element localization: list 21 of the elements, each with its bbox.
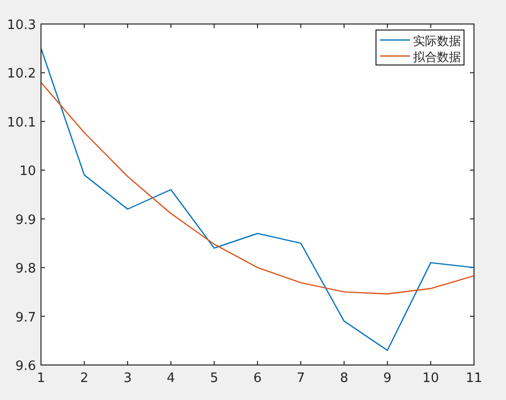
x-tick-label: 11 <box>466 371 482 386</box>
y-tick-label: 9.7 <box>15 310 36 326</box>
x-tick-label: 7 <box>296 371 305 386</box>
x-tick-label: 5 <box>210 371 218 386</box>
x-tick-label: 3 <box>123 371 132 386</box>
x-tick-label: 9 <box>383 371 392 386</box>
x-tick-label: 1 <box>36 371 46 386</box>
y-tick-label: 9.9 <box>15 212 36 228</box>
legend-label: 实际数据 <box>413 34 461 48</box>
y-tick-label: 10 <box>19 164 36 180</box>
y-tick-label: 10.3 <box>7 18 36 33</box>
x-tick-label: 8 <box>340 371 348 386</box>
x-tick-label: 2 <box>80 371 88 386</box>
y-tick-label: 9.8 <box>15 262 36 277</box>
y-tick-label: 9.6 <box>15 359 36 374</box>
y-tick-label: 10.2 <box>7 66 36 82</box>
legend-label: 拟合数据 <box>413 50 461 64</box>
x-tick-label: 4 <box>166 371 176 386</box>
x-tick-label: 6 <box>253 371 262 386</box>
x-tick-label: 10 <box>422 371 439 386</box>
y-tick-label: 10.1 <box>7 115 36 130</box>
